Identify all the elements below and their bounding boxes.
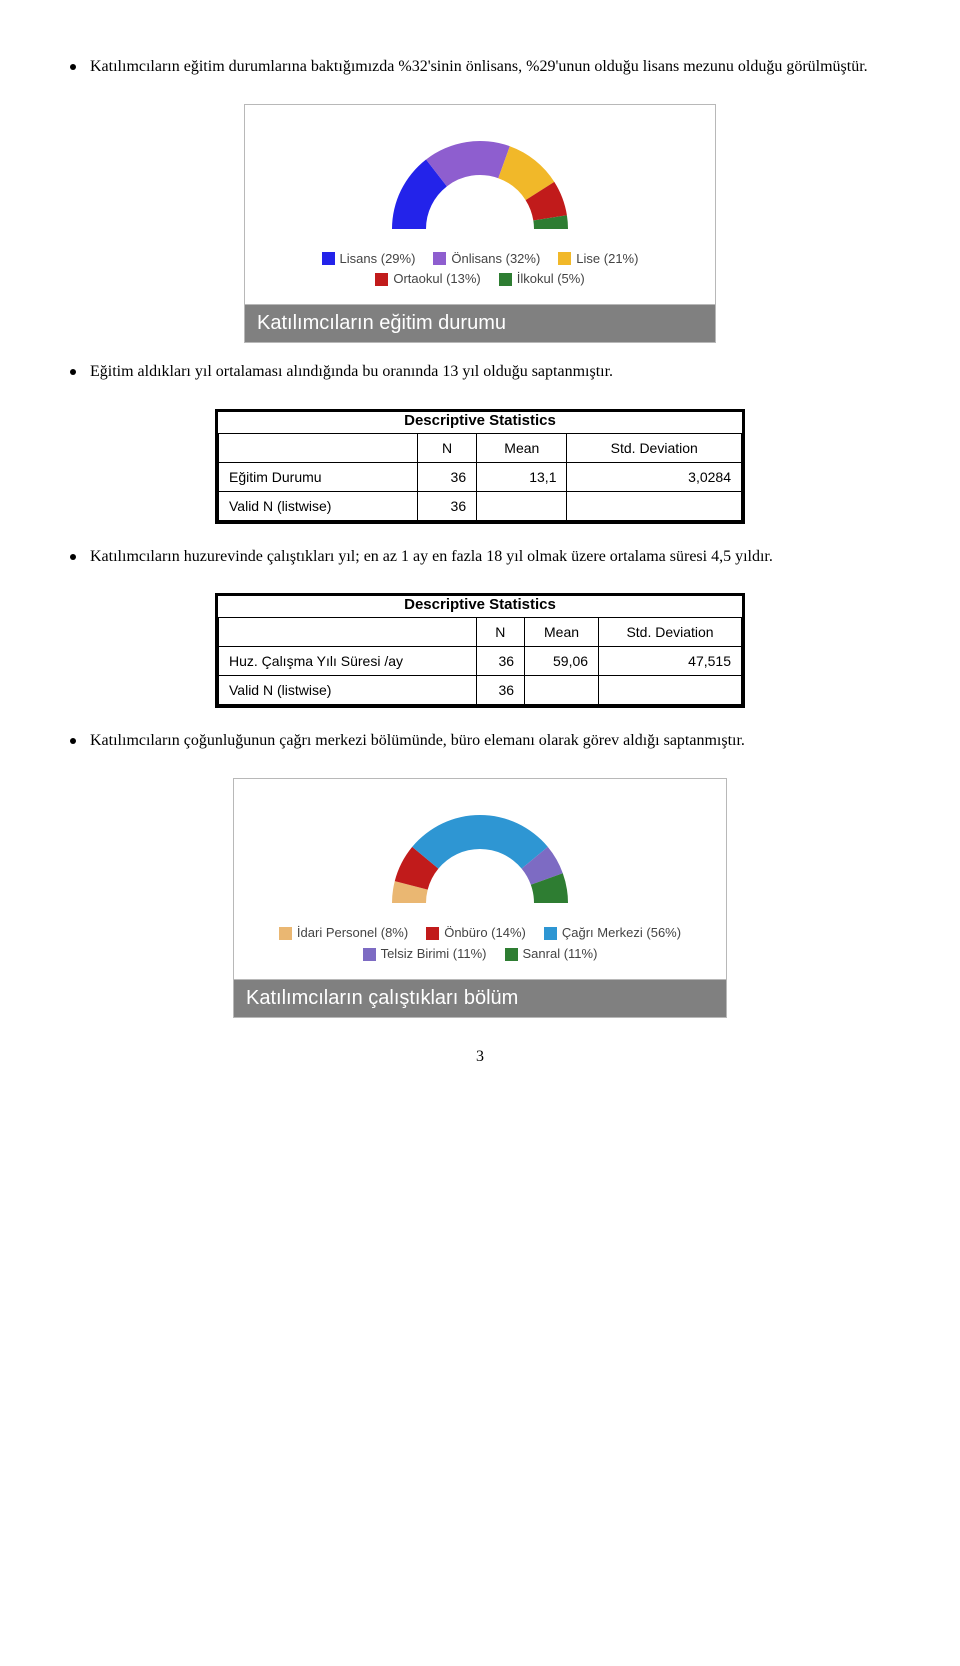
legend-item: Lise (21%) (558, 249, 638, 270)
chart-1-gauge (370, 119, 590, 239)
table-cell: 3,0284 (567, 462, 742, 491)
legend-item: Ortaokul (13%) (375, 269, 480, 290)
table-cell: 59,06 (525, 647, 599, 676)
legend-swatch-icon (499, 273, 512, 286)
table-col-header (219, 618, 477, 647)
table-cell (477, 491, 567, 520)
chart-1-card: Lisans (29%)Önlisans (32%)Lise (21%)Orta… (244, 104, 716, 344)
table-col-header: Std. Deviation (599, 618, 742, 647)
table-row: Eğitim Durumu3613,13,0284 (219, 462, 742, 491)
legend-label: İlkokul (5%) (517, 269, 585, 290)
legend-label: Önlisans (32%) (451, 249, 540, 270)
legend-swatch-icon (375, 273, 388, 286)
legend-item: Lisans (29%) (322, 249, 416, 270)
table-cell: 36 (476, 676, 524, 705)
bullet-3: Katılımcıların huzurevinde çalıştıkları … (70, 546, 900, 582)
legend-row: Lisans (29%) Önlisans (32%) Lise (21%) (265, 249, 695, 270)
legend-swatch-icon (558, 252, 571, 265)
bullet-1-text: Katılımcıların eğitim durumlarına baktığ… (90, 56, 900, 78)
chart-2-body: İdari Personel (8%) Önbüro (14%) Çağrı Mer… (234, 779, 726, 979)
table-col-header: N (418, 433, 477, 462)
table-row: Valid N (listwise)36 (219, 491, 742, 520)
bullet-4: Katılımcıların çoğunluğunun çağrı merkez… (70, 730, 900, 766)
chart-2-gauge (370, 793, 590, 913)
legend-swatch-icon (505, 948, 518, 961)
table-col-header: Mean (525, 618, 599, 647)
table-2-wrap: Descriptive StatisticsNMeanStd. Deviatio… (215, 593, 745, 708)
table-row-label: Valid N (listwise) (219, 676, 477, 705)
table-cell (525, 676, 599, 705)
table-1-wrap: Descriptive StatisticsNMeanStd. Deviatio… (215, 409, 745, 524)
table-row: Huz. Çalışma Yılı Süresi /ay3659,0647,51… (219, 647, 742, 676)
legend-row: Telsiz Birimi (11%) Sanral (11%) (254, 944, 706, 965)
gauge-slice (412, 815, 548, 869)
legend-swatch-icon (433, 252, 446, 265)
chart-1-title: Katılımcıların eğitim durumu (245, 304, 715, 342)
bullet-3-text: Katılımcıların huzurevinde çalıştıkları … (90, 546, 900, 568)
legend-item: İlkokul (5%) (499, 269, 585, 290)
legend-item: Önlisans (32%) (433, 249, 540, 270)
chart-1-legend: Lisans (29%)Önlisans (32%)Lise (21%)Orta… (255, 247, 705, 299)
legend-item: Telsiz Birimi (11%) (363, 944, 487, 965)
legend-item: Önbüro (14%) (426, 923, 526, 944)
legend-label: Sanral (11%) (523, 944, 598, 965)
legend-label: Lise (21%) (576, 249, 638, 270)
legend-swatch-icon (322, 252, 335, 265)
legend-row: Ortaokul (13%) İlkokul (5%) (265, 269, 695, 290)
table-cell (599, 676, 742, 705)
table-col-header (219, 433, 418, 462)
bullet-4-text: Katılımcıların çoğunluğunun çağrı merkez… (90, 730, 900, 752)
chart-2-title: Katılımcıların çalıştıkları bölüm (234, 979, 726, 1017)
table-col-header: Mean (477, 433, 567, 462)
table-row: Valid N (listwise)36 (219, 676, 742, 705)
table-cell: 36 (418, 462, 477, 491)
legend-label: Çağrı Merkezi (56%) (562, 923, 681, 944)
page-number: 3 (60, 1048, 900, 1066)
table-caption: Descriptive Statistics (218, 596, 742, 617)
table-row-label: Huz. Çalışma Yılı Süresi /ay (219, 647, 477, 676)
chart-2-legend: İdari Personel (8%) Önbüro (14%) Çağrı Mer… (244, 921, 716, 973)
table-cell: 36 (476, 647, 524, 676)
legend-item: İdari Personel (8%) (279, 923, 408, 944)
legend-swatch-icon (426, 927, 439, 940)
table-row-label: Eğitim Durumu (219, 462, 418, 491)
legend-label: İdari Personel (8%) (297, 923, 408, 944)
legend-row: İdari Personel (8%) Önbüro (14%) Çağrı Mer… (254, 923, 706, 944)
chart-2-card: İdari Personel (8%) Önbüro (14%) Çağrı Mer… (233, 778, 727, 1018)
bullet-icon (70, 64, 76, 70)
legend-label: Önbüro (14%) (444, 923, 526, 944)
table-1: Descriptive StatisticsNMeanStd. Deviatio… (218, 412, 742, 521)
table-2: Descriptive StatisticsNMeanStd. Deviatio… (218, 596, 742, 705)
bullet-2: Eğitim aldıkları yıl ortalaması alındığı… (70, 361, 900, 397)
legend-item: Çağrı Merkezi (56%) (544, 923, 681, 944)
legend-swatch-icon (363, 948, 376, 961)
table-row-label: Valid N (listwise) (219, 491, 418, 520)
table-cell (567, 491, 742, 520)
table-col-header: N (476, 618, 524, 647)
legend-label: Lisans (29%) (340, 249, 416, 270)
chart-1-body: Lisans (29%)Önlisans (32%)Lise (21%)Orta… (245, 105, 715, 305)
legend-label: Ortaokul (13%) (393, 269, 480, 290)
bullet-icon (70, 738, 76, 744)
legend-swatch-icon (279, 927, 292, 940)
table-col-header: Std. Deviation (567, 433, 742, 462)
table-caption: Descriptive Statistics (218, 412, 742, 433)
table-cell: 13,1 (477, 462, 567, 491)
table-cell: 36 (418, 491, 477, 520)
legend-swatch-icon (544, 927, 557, 940)
legend-item: Sanral (11%) (505, 944, 598, 965)
legend-label: Telsiz Birimi (11%) (381, 944, 487, 965)
bullet-2-text: Eğitim aldıkları yıl ortalaması alındığı… (90, 361, 900, 383)
bullet-icon (70, 369, 76, 375)
table-cell: 47,515 (599, 647, 742, 676)
bullet-1: Katılımcıların eğitim durumlarına baktığ… (70, 56, 900, 92)
bullet-icon (70, 554, 76, 560)
